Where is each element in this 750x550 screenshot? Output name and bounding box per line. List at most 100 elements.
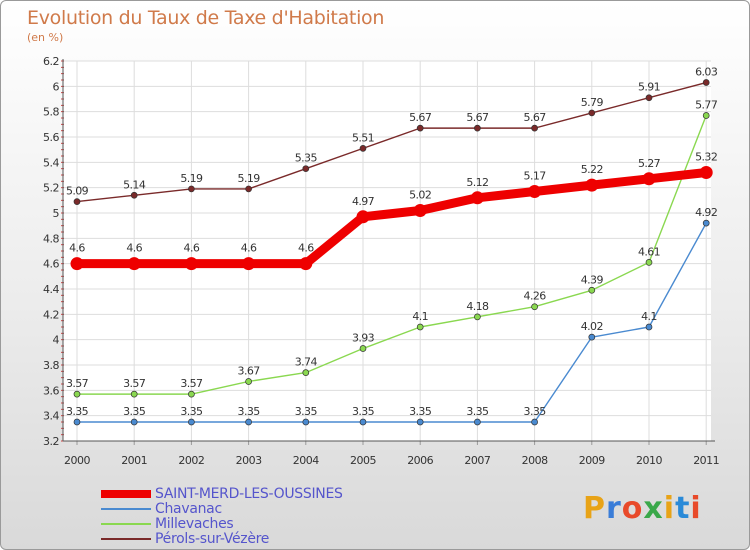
y-tick-label: 3.8 xyxy=(43,359,59,372)
data-point xyxy=(416,418,424,426)
data-point xyxy=(642,172,656,186)
data-label: 3.35 xyxy=(66,405,89,418)
series-line-p-rols-sur-v-z-re xyxy=(76,81,707,203)
legend-label: SAINT-MERD-LES-OUSSINES xyxy=(155,486,343,502)
logo-letter: P xyxy=(583,491,606,526)
data-point xyxy=(588,333,596,341)
data-label: 5.19 xyxy=(238,172,261,185)
data-label: 3.74 xyxy=(295,356,318,369)
data-point xyxy=(356,210,370,224)
logo-letter: o xyxy=(621,491,644,526)
data-label: 4.1 xyxy=(412,310,428,323)
data-point xyxy=(359,418,367,426)
data-label: 3.57 xyxy=(123,377,146,390)
data-point xyxy=(130,390,138,398)
chart-legend: SAINT-MERD-LES-OUSSINES Chavanac Millevach… xyxy=(101,486,421,547)
legend-item: Millevaches xyxy=(101,516,421,532)
x-tick-label: 2003 xyxy=(236,454,262,467)
chart-subtitle: (en %) xyxy=(27,31,64,44)
data-point xyxy=(474,124,481,132)
y-tick-label: 3.4 xyxy=(43,410,59,423)
data-label: 5.27 xyxy=(638,157,661,170)
data-point xyxy=(245,418,252,426)
data-point xyxy=(588,109,596,117)
data-point xyxy=(188,185,195,193)
y-tick-label: 3.6 xyxy=(43,384,59,397)
data-label: 3.35 xyxy=(123,405,146,418)
data-point xyxy=(474,313,481,321)
legend-item: Chavanac xyxy=(101,501,421,517)
y-tick-label: 4.4 xyxy=(43,283,59,296)
logo-letter: t xyxy=(675,491,691,526)
data-point xyxy=(645,259,653,266)
data-point xyxy=(302,418,310,426)
data-label: 5.35 xyxy=(295,152,318,165)
data-label: 6.03 xyxy=(695,66,718,79)
x-tick-label: 2001 xyxy=(121,454,147,467)
data-label: 5.91 xyxy=(638,81,660,94)
data-point xyxy=(184,257,198,271)
data-point xyxy=(302,165,310,173)
data-label: 4.6 xyxy=(298,242,314,255)
legend-swatch xyxy=(101,538,151,540)
data-point xyxy=(416,124,424,132)
data-label: 4.6 xyxy=(126,242,142,255)
data-label: 5.67 xyxy=(409,111,432,124)
data-point xyxy=(242,257,256,271)
y-tick-label: 5.2 xyxy=(43,182,59,195)
logo-letter: i xyxy=(690,491,702,526)
series-line-chavanac xyxy=(76,222,707,423)
data-point xyxy=(130,191,138,199)
x-tick-label: 2010 xyxy=(636,454,662,467)
data-label: 3.57 xyxy=(66,377,89,390)
legend-label: Pérols-sur-Vézère xyxy=(155,531,270,547)
y-tick-label: 6.2 xyxy=(43,55,59,68)
y-tick-label: 4 xyxy=(53,334,60,347)
data-point xyxy=(188,418,195,426)
data-point xyxy=(413,203,427,217)
data-point xyxy=(73,198,81,205)
data-point xyxy=(528,184,542,198)
x-tick-label: 2005 xyxy=(350,454,376,467)
data-label: 4.1 xyxy=(641,310,657,323)
data-point xyxy=(531,418,538,426)
plot-area xyxy=(63,61,711,441)
series-line-millevaches xyxy=(76,114,707,395)
y-tick-label: 5 xyxy=(53,207,60,220)
x-tick-label: 2004 xyxy=(293,454,319,467)
data-label: 4.97 xyxy=(352,195,375,208)
data-point xyxy=(588,286,596,294)
data-point xyxy=(188,390,195,398)
data-label: 5.77 xyxy=(695,98,718,111)
data-label: 4.26 xyxy=(524,290,547,303)
data-label: 3.35 xyxy=(524,405,547,418)
y-tick-label: 5.4 xyxy=(43,156,59,169)
data-label: 5.17 xyxy=(524,169,547,182)
y-tick-label: 4.2 xyxy=(43,308,59,321)
data-label: 3.35 xyxy=(295,405,318,418)
data-point xyxy=(702,219,710,227)
y-tick-label: 5.6 xyxy=(43,131,59,144)
y-tick-label: 4.8 xyxy=(43,232,59,245)
data-label: 4.6 xyxy=(184,242,200,255)
data-label: 4.92 xyxy=(695,206,717,219)
data-point xyxy=(645,323,653,331)
data-point xyxy=(470,191,484,205)
data-point xyxy=(416,323,424,331)
legend-swatch xyxy=(101,490,151,498)
data-label: 5.22 xyxy=(581,163,603,176)
data-point xyxy=(702,79,710,86)
data-point xyxy=(302,369,310,376)
logo-letter: i xyxy=(663,491,676,526)
data-point xyxy=(645,94,653,102)
data-point xyxy=(699,165,713,179)
data-point xyxy=(299,257,313,271)
data-label: 4.6 xyxy=(241,242,257,255)
x-tick-label: 2008 xyxy=(522,454,548,467)
legend-swatch xyxy=(101,508,151,510)
data-label: 4.6 xyxy=(69,242,85,255)
x-tick-label: 2000 xyxy=(64,454,90,467)
data-label: 4.61 xyxy=(638,245,660,258)
